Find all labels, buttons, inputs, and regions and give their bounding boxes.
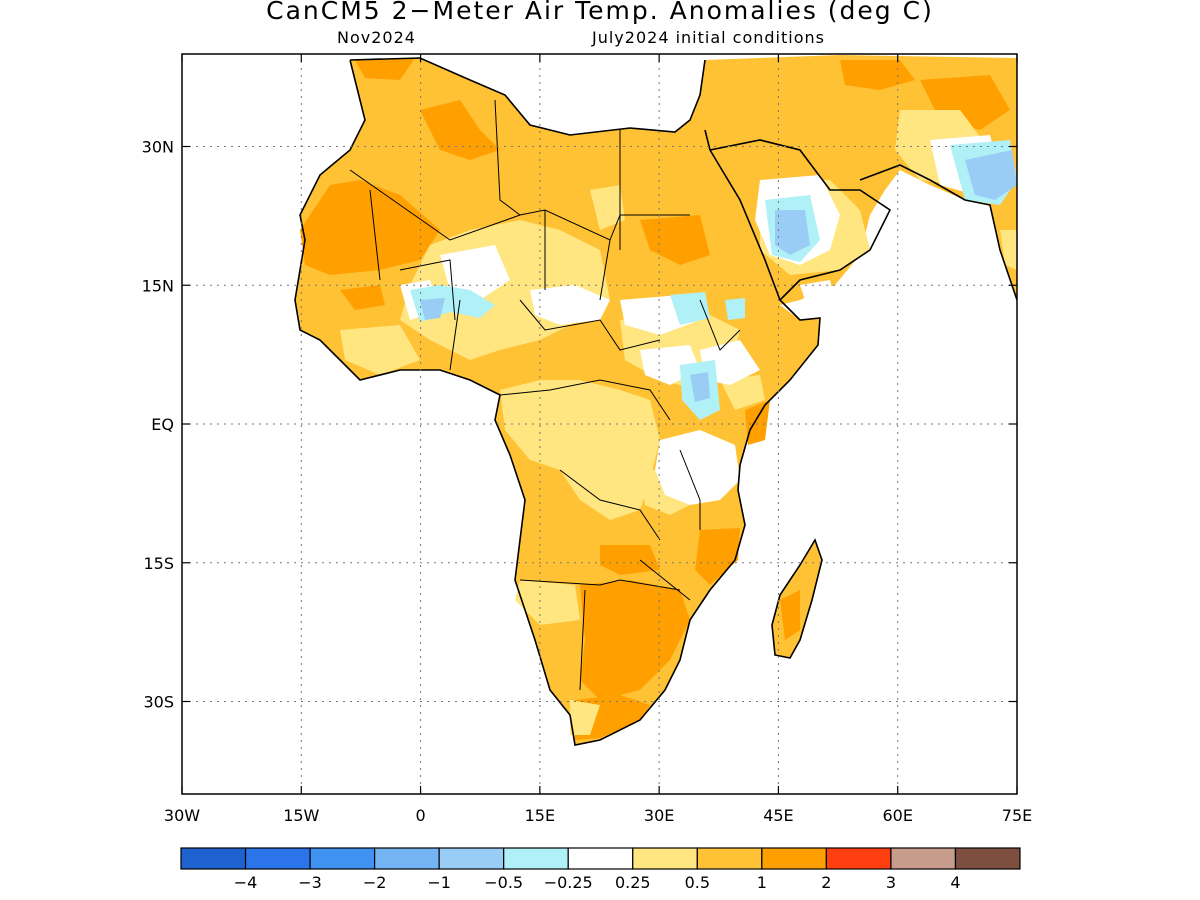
x-tick-label: 15E: [525, 806, 555, 825]
colorbar-swatch: [761, 847, 827, 870]
colorbar-label: 2: [821, 873, 831, 892]
gridlines: [182, 54, 1017, 794]
forecast-month: Nov2024: [337, 28, 416, 47]
x-tick-label: 30W: [164, 806, 200, 825]
initial-conditions: July2024 initial conditions: [592, 28, 825, 47]
x-tick-label: 30E: [644, 806, 674, 825]
x-tick-label: 75E: [1002, 806, 1032, 825]
colorbar-label: −4: [234, 873, 258, 892]
country-borders: [349, 99, 741, 691]
x-tick-label: 45E: [763, 806, 793, 825]
colorbar-label: −3: [298, 873, 322, 892]
colorbar-swatch: [180, 847, 247, 870]
colorbar-swatch: [309, 847, 376, 870]
colorbar-label: −1: [427, 873, 451, 892]
colorbar-swatch: [374, 847, 440, 870]
y-axis-ticks: 30N 15N EQ 15S 30S: [142, 138, 1017, 712]
cool-anomalies: [410, 140, 1017, 420]
colorbar-swatch: [244, 847, 311, 870]
colorbar-swatch: [890, 847, 957, 870]
chart-title: CanCM5 2−Meter Air Temp. Anomalies (deg …: [266, 0, 934, 25]
colorbar-label: −0.25: [544, 873, 593, 892]
colorbar-label: −2: [363, 873, 387, 892]
x-tick-label: 60E: [882, 806, 912, 825]
colorbar-swatch: [503, 847, 569, 870]
x-tick-label: 0: [415, 806, 425, 825]
colorbar-swatch: [696, 847, 763, 870]
colorbar-swatch: [825, 847, 892, 870]
strong-warm-anomalies: [300, 58, 1010, 740]
colorbar-swatch: [438, 847, 505, 870]
coastline: [294, 57, 1017, 746]
x-axis-ticks: 30W 15W 0 15E 30E 45E 60E 75E: [164, 54, 1032, 825]
colorbar-label: 0.5: [685, 873, 710, 892]
colorbar-swatch: [567, 847, 634, 870]
y-tick-label: 30S: [143, 693, 174, 712]
y-tick-label: 15S: [143, 554, 174, 573]
y-tick-label: 30N: [142, 138, 174, 157]
colorbar-swatch: [954, 847, 1021, 870]
y-tick-label: EQ: [151, 415, 174, 434]
colorbar-label: −0.5: [484, 873, 523, 892]
y-tick-label: 15N: [142, 276, 174, 295]
colorbar-label: 0.25: [615, 873, 651, 892]
anomaly-fields: [294, 55, 1017, 746]
colorbar-label: 3: [886, 873, 896, 892]
x-tick-label: 15W: [283, 806, 319, 825]
colorbar-swatch: [632, 847, 698, 870]
colorbar-label: 1: [757, 873, 767, 892]
colorbar: −4 −3 −2 −1 −0.5 −0.25 0.25 0.5 1 2 3 4: [180, 847, 1021, 892]
colorbar-label: 4: [950, 873, 960, 892]
